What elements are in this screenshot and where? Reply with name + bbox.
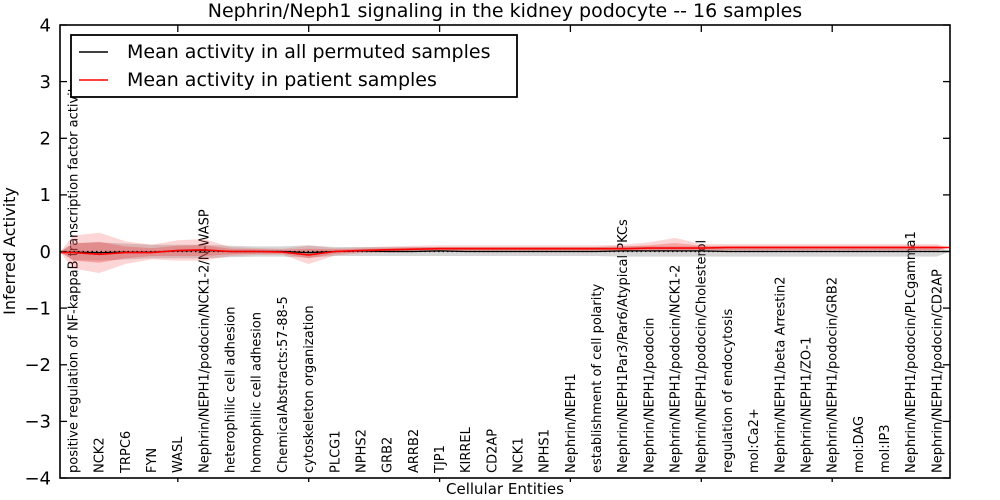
x-tick-label: cytoskeleton organization: [302, 305, 317, 473]
x-tick-label: KIRREL: [459, 426, 474, 473]
x-tick-label: Nephrin/NEPH1/podocin/NCK1-2: [669, 265, 684, 473]
y-tick-label: 1: [40, 185, 51, 206]
axes-border: [59, 24, 951, 479]
x-tick-label: Nephrin/NEPH1/podocin/PLCgamma1: [904, 231, 919, 473]
y-tick-label: −1: [24, 298, 51, 319]
x-tick-label: mol:Ca2+: [747, 408, 762, 473]
x-tick-label: TJP1: [433, 445, 448, 474]
x-tick-label: FYN: [145, 448, 160, 473]
legend-box: [70, 34, 518, 98]
legend-label-permuted-samples: Mean activity in all permuted samples: [127, 41, 490, 63]
x-tick-label: mol:DAG: [852, 416, 867, 473]
x-tick-label: ARRB2: [407, 429, 422, 473]
x-tick-label: GRB2: [381, 437, 396, 473]
y-tick-label: 0: [40, 242, 51, 263]
y-tick-label: 4: [40, 15, 51, 36]
x-tick-label: NPHS1: [538, 429, 553, 473]
patient-std-band-outer: [60, 232, 950, 273]
x-tick-label: establishment of cell polarity: [590, 284, 605, 473]
x-tick-label: mol:IP3: [878, 424, 893, 473]
x-tick-label: Nephrin/NEPH1Par3/Par6/Atypical PKCs: [616, 219, 631, 473]
x-tick-label: TRPC6: [119, 431, 134, 474]
x-tick-label: CD2AP: [485, 429, 500, 473]
x-tick-label: regulation of endocytosis: [721, 308, 736, 473]
x-tick-label: ChemicalAbstracts:57-88-5: [276, 296, 291, 473]
x-tick-label: heterophilic cell adhesion: [224, 307, 239, 474]
x-tick-label: Nephrin/NEPH1/podocin/Cholesterol: [695, 240, 710, 473]
x-tick-label: positive regulation of NF-kappaB transcr…: [67, 79, 82, 473]
x-tick-label: Nephrin/NEPH1/beta Arrestin2: [773, 277, 788, 474]
x-axis-label: Cellular Entities: [446, 480, 564, 498]
x-tick-label: NPHS2: [354, 429, 369, 473]
patient-mean-line: [60, 246, 950, 256]
chart-title: Nephrin/Neph1 signaling in the kidney po…: [208, 0, 802, 22]
x-tick-label: Nephrin/NEPH1/podocin/GRB2: [826, 277, 841, 473]
x-tick-label: Nephrin/NEPH1: [564, 373, 579, 473]
x-tick-label: Nephrin/NEPH1/podocin/CD2AP: [930, 269, 945, 473]
x-tick-label: WASL: [171, 436, 186, 473]
legend: Mean activity in all permuted samples Me…: [70, 34, 518, 98]
x-tick-label: NCK2: [93, 437, 108, 473]
y-tick-label: −2: [24, 355, 51, 376]
x-tick-label: Nephrin/NEPH1/podocin/NCK1-2/N-WASP: [197, 209, 212, 473]
x-tick-label: Nephrin/NEPH1/ZO-1: [799, 337, 814, 473]
y-tick-label: −4: [24, 468, 51, 489]
y-axis-label: Inferred Activity: [0, 187, 19, 315]
y-tick-label: 2: [40, 129, 51, 150]
legend-label-patient-samples: Mean activity in patient samples: [127, 69, 437, 91]
x-tick-label: NCK1: [512, 437, 527, 473]
y-tick-label: 3: [40, 72, 51, 93]
plot-area: positive regulation of NF-kappaB transcr…: [24, 15, 951, 489]
x-tick-label: PLCG1: [328, 430, 343, 473]
x-tick-label: homophilic cell adhesion: [250, 312, 265, 473]
y-tick-label: −3: [24, 412, 51, 433]
x-tick-label: Nephrin/NEPH1/podocin: [642, 318, 657, 473]
